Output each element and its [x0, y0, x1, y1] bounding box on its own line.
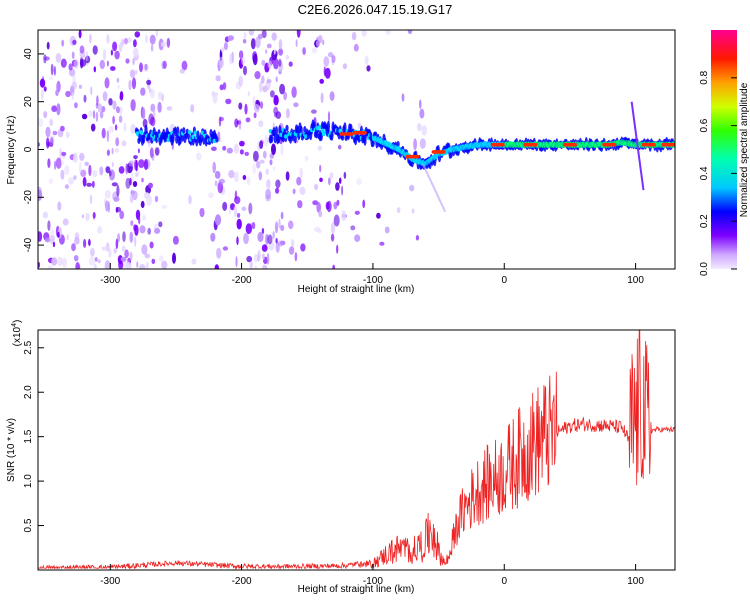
snr-y-tick-label: 1.5	[23, 429, 34, 443]
spectrogram-x-tick-label: 100	[627, 275, 644, 286]
snr-frame	[37, 329, 676, 571]
snr-x-tick-label: -100	[363, 576, 383, 587]
colorbar: 0.0 0.2 0.4 0.6 0.8 Normalized spectral ampl…	[699, 30, 750, 276]
spectrogram-y-tick-label: -40	[23, 237, 34, 252]
snr-series-line	[38, 330, 675, 570]
colorbar-tick-label: 0.8	[699, 70, 710, 84]
figure-title: C2E6.2026.047.15.19.G17	[298, 2, 453, 17]
colorbar-tick-label: 0.2	[699, 214, 710, 228]
snr-y-tick-label: 1.0	[23, 474, 34, 488]
heatmap-signal-ridge	[134, 101, 675, 213]
snr-x-axis-label: Height of straight line (km)	[298, 584, 415, 595]
snr-x-tick-label: 100	[627, 576, 644, 587]
spectrogram-y-tick-label: 20	[23, 96, 34, 108]
spectrogram-plot-area	[38, 30, 675, 269]
snr-y-tick-label: 0.5	[23, 518, 34, 532]
spectrogram-heatmap	[38, 30, 675, 269]
spectrogram-y-tick-label: 0	[23, 146, 34, 152]
colorbar-tick-label: 0.6	[699, 118, 710, 132]
colorbar-label: Normalized spectral amplitude	[739, 82, 750, 217]
colorbar-gradient	[711, 30, 737, 269]
colorbar-tick-label: 0.4	[699, 166, 710, 180]
snr-y-tick-label: 2.0	[23, 385, 34, 399]
snr-y-axis-label: SNR (10 * v/v)	[6, 418, 17, 482]
spectrogram-x-tick-label: -300	[100, 275, 120, 286]
spectrogram-x-tick-label: 0	[501, 275, 507, 286]
snr-plot-area	[38, 330, 675, 570]
spectrogram-x-tick-label: -100	[363, 275, 383, 286]
snr-panel: -300 -200 -100 0 100 0.5 1.0 1.5 2.0 2.5 Height …	[6, 320, 676, 595]
snr-y-tick-label: 2.5	[23, 340, 34, 354]
snr-multiplier: (x104)	[11, 320, 23, 347]
spectrogram-y-axis-label: Frequency (Hz)	[6, 116, 17, 185]
snr-x-tick-label: -200	[232, 576, 252, 587]
snr-line-group	[38, 330, 675, 570]
colorbar-tick-label: 0.0	[699, 262, 710, 276]
spectrogram-x-tick-label: -200	[232, 275, 252, 286]
spectrogram-x-axis-label: Height of straight line (km)	[298, 284, 415, 295]
heatmap-noise-speckles	[38, 30, 428, 269]
snr-x-tick-label: -300	[100, 576, 120, 587]
spectrogram-y-tick-label: 40	[23, 48, 34, 60]
spectrogram-y-tick-label: -20	[23, 190, 34, 205]
snr-x-tick-label: 0	[501, 576, 507, 587]
